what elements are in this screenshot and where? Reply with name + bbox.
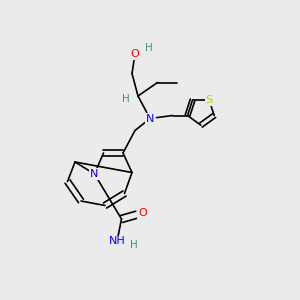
Text: N: N xyxy=(90,169,99,179)
Text: H: H xyxy=(130,239,137,250)
Text: O: O xyxy=(138,208,147,218)
Text: O: O xyxy=(130,49,140,59)
Text: NH: NH xyxy=(109,236,125,247)
Text: N: N xyxy=(146,113,154,124)
Text: S: S xyxy=(206,95,213,105)
Text: H: H xyxy=(122,94,130,104)
Text: H: H xyxy=(145,43,152,53)
